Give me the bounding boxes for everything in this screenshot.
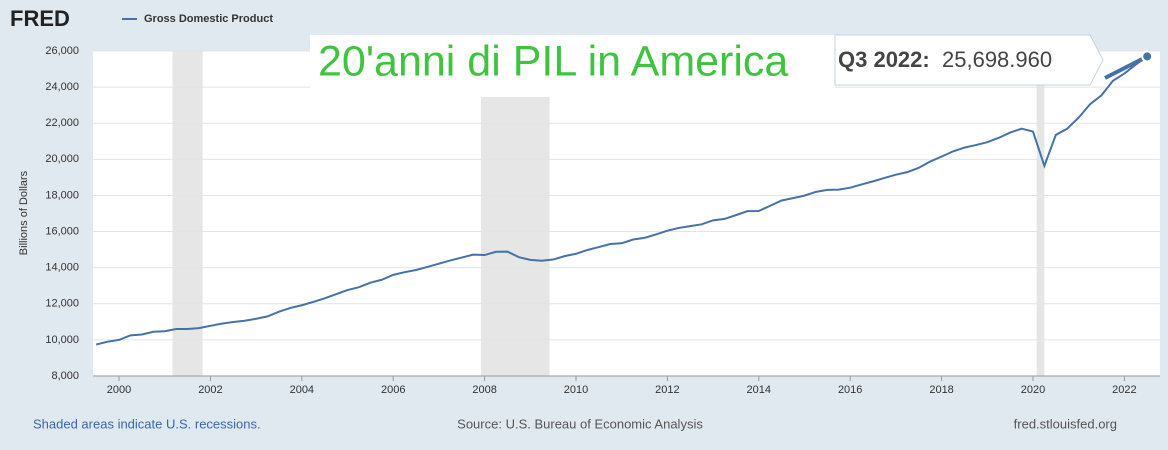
y-tick-label: 8,000 [51,370,79,382]
y-tick-label: 16,000 [45,225,79,237]
x-tick-label: 2004 [290,384,314,396]
annotation-value: 25,698.960 [942,47,1052,72]
series-line [95,55,1148,346]
footer-note: Shaded areas indicate U.S. recessions. [33,416,261,431]
x-tick-label: 2002 [198,384,222,396]
plot-area [93,51,1160,376]
x-tick-label: 2006 [381,384,405,396]
y-tick-label: 26,000 [45,45,79,57]
y-axis-label: Billions of Dollars [18,170,30,255]
y-tick-label: 10,000 [45,334,79,346]
logo: FRED [10,6,70,31]
recession-shade [1036,51,1045,376]
x-tick-label: 2000 [107,384,131,396]
legend-label: Gross Domestic Product [144,13,273,25]
chart-title: 20'anni di PIL in America [318,37,788,85]
x-tick-label: 2022 [1112,384,1136,396]
y-tick-label: 24,000 [45,81,79,93]
x-tick-label: 2016 [838,384,862,396]
x-tick-label: 2018 [929,384,953,396]
x-tick-label: 2008 [472,384,496,396]
x-tick-label: 2012 [655,384,679,396]
footer-source: Source: U.S. Bureau of Economic Analysis [457,416,703,431]
x-tick-label: 2020 [1021,384,1045,396]
marks: 8,000 10,000 12,000 14,000 16,000 18,000 20,00… [45,45,1160,396]
annotation-box [834,34,1104,86]
y-tick-label: 12,000 [45,298,79,310]
last-point [1141,50,1154,63]
y-tick-label: 20,000 [45,153,79,165]
x-tick-label: 2014 [747,384,771,396]
y-tick-label: 22,000 [45,117,79,129]
recession-shade [172,51,203,376]
x-tick-label: 2010 [564,384,588,396]
recession-shade [480,51,550,376]
y-tick-label: 14,000 [45,262,79,274]
footer-url: fred.stlouisfed.org [1014,416,1117,431]
title-box [310,35,835,97]
y-tick-label: 18,000 [45,189,79,201]
annotation-label: Q3 2022: [838,47,930,72]
annotation-pointer [1104,54,1149,80]
